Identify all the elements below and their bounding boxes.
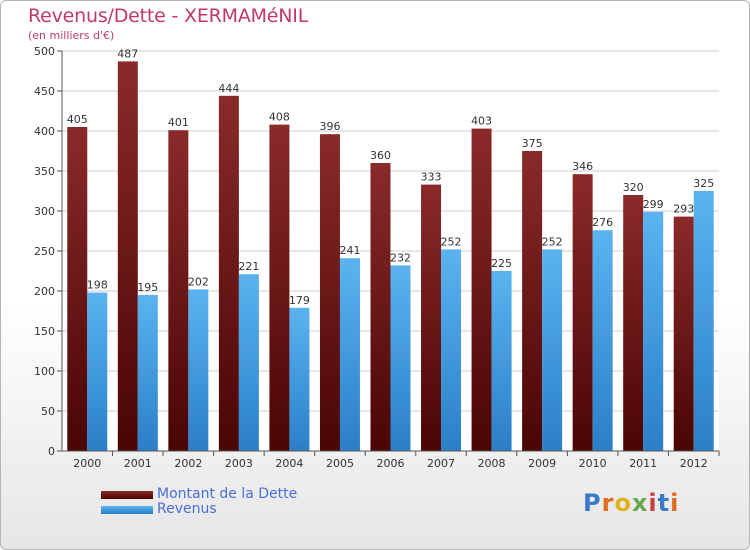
bar-dette: [421, 184, 442, 451]
bar-revenus: [188, 289, 209, 451]
bar-revenus: [542, 249, 563, 451]
y-tick-label: 100: [34, 365, 55, 378]
logo-letter: x: [631, 489, 649, 517]
value-label-dette: 333: [421, 171, 442, 184]
proxiti-logo: Proxiti: [583, 489, 679, 517]
y-tick-label: 350: [34, 165, 55, 178]
legend-label-revenus: Revenus: [157, 501, 217, 517]
x-tick-label: 2012: [680, 457, 708, 470]
value-label-revenus: 252: [441, 235, 462, 248]
value-label-revenus: 232: [390, 251, 411, 264]
value-label-dette: 360: [370, 149, 391, 162]
bar-revenus: [289, 307, 310, 451]
value-label-revenus: 241: [339, 244, 360, 257]
value-label-dette: 408: [269, 111, 290, 124]
value-label-dette: 401: [168, 116, 189, 129]
value-label-revenus: 299: [643, 198, 664, 211]
bar-revenus: [238, 274, 259, 451]
value-label-dette: 405: [67, 113, 88, 126]
bar-revenus: [390, 265, 411, 451]
value-label-dette: 320: [623, 181, 644, 194]
value-label-dette: 487: [117, 47, 138, 60]
chart-title: Revenus/Dette - XERMAMéNIL: [28, 5, 309, 27]
value-label-revenus: 252: [542, 235, 563, 248]
y-tick-label: 0: [48, 445, 55, 458]
y-tick-label: 400: [34, 125, 55, 138]
legend-swatch-dette: [101, 491, 153, 499]
bar-dette: [117, 61, 138, 452]
y-tick-label: 50: [41, 405, 55, 418]
y-tick-label: 450: [34, 85, 55, 98]
x-tick-label: 2000: [73, 457, 101, 470]
bar-revenus: [592, 230, 613, 451]
bar-revenus: [643, 211, 664, 451]
x-tick-label: 2008: [478, 457, 506, 470]
value-label-revenus: 195: [137, 281, 158, 294]
chart-subtitle: (en milliers d'€): [28, 29, 115, 42]
bar-revenus: [339, 258, 360, 451]
bar-revenus: [491, 271, 512, 451]
logo-letter: t: [657, 489, 671, 517]
value-label-dette: 444: [218, 82, 239, 95]
logo-letter: i: [670, 489, 680, 517]
bar-dette: [269, 124, 290, 451]
bar-dette: [522, 151, 543, 451]
value-label-revenus: 325: [693, 177, 714, 190]
bar-revenus: [87, 292, 108, 451]
value-label-revenus: 202: [188, 275, 209, 288]
x-tick-label: 2004: [275, 457, 303, 470]
legend-swatch-revenus: [101, 506, 153, 514]
bar-revenus: [693, 191, 714, 451]
y-tick-label: 300: [34, 205, 55, 218]
x-tick-label: 2001: [124, 457, 152, 470]
x-tick-label: 2006: [377, 457, 405, 470]
value-label-dette: 346: [572, 160, 593, 173]
x-tick-label: 2003: [225, 457, 253, 470]
bar-revenus: [137, 295, 158, 451]
y-tick-label: 250: [34, 245, 55, 258]
x-tick-label: 2010: [579, 457, 607, 470]
x-tick-label: 2009: [528, 457, 556, 470]
bar-dette: [623, 195, 644, 451]
logo-letter: i: [648, 489, 658, 517]
value-label-revenus: 225: [491, 257, 512, 270]
bar-dette: [168, 130, 189, 451]
value-label-revenus: 221: [238, 260, 259, 273]
value-label-dette: 375: [522, 137, 543, 150]
bar-dette: [673, 216, 694, 451]
y-tick-label: 150: [34, 325, 55, 338]
value-label-dette: 293: [673, 203, 694, 216]
bar-dette: [67, 127, 88, 451]
x-tick-label: 2005: [326, 457, 354, 470]
legend-label-dette: Montant de la Dette: [157, 486, 298, 502]
value-label-dette: 403: [471, 115, 492, 128]
value-label-dette: 396: [319, 120, 340, 133]
x-tick-label: 2007: [427, 457, 455, 470]
y-tick-label: 200: [34, 285, 55, 298]
y-tick-label: 500: [34, 45, 55, 58]
logo-letter: r: [601, 489, 615, 517]
logo-letter: o: [614, 489, 632, 517]
value-label-revenus: 198: [87, 279, 108, 292]
x-tick-label: 2011: [629, 457, 657, 470]
bar-revenus: [441, 249, 462, 451]
logo-letter: P: [583, 489, 602, 517]
bar-dette: [218, 95, 239, 452]
value-label-revenus: 276: [592, 216, 613, 229]
value-label-revenus: 179: [289, 294, 310, 307]
bar-dette: [370, 163, 391, 451]
bar-dette: [572, 174, 593, 451]
bar-dette: [471, 128, 492, 451]
bar-dette: [319, 134, 340, 451]
x-tick-label: 2002: [174, 457, 202, 470]
